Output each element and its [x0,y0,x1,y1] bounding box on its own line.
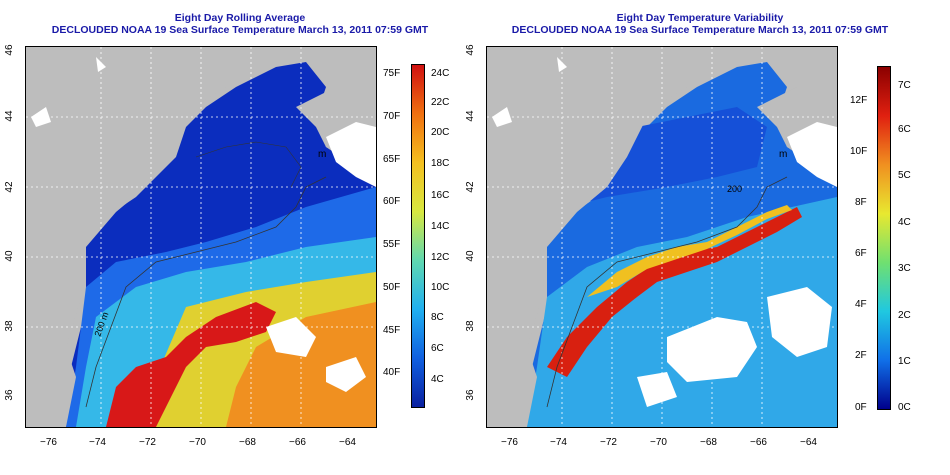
left-depth-contour-2 [195,141,302,188]
right-lon-68: −68 [700,437,717,448]
right-land-west [487,47,702,427]
right-lon-76: −76 [501,437,518,448]
right-cbar-3c: 3C [898,263,911,274]
right-ocean-deep [567,107,767,207]
left-lon-70: −70 [189,437,206,448]
left-cbar-22c: 22C [431,97,450,108]
left-cbar-6c: 6C [431,343,444,354]
right-lat-38: 38 [465,320,476,332]
right-lat-44: 44 [465,110,476,122]
left-lat-38: 38 [4,320,15,332]
right-lon-64: −64 [800,437,817,448]
left-clouds [266,317,366,392]
right-clouds [637,287,832,407]
right-cbar-1c: 1C [898,356,911,367]
left-cbar-14c: 14C [431,221,450,232]
left-lon-66: −66 [289,437,306,448]
right-contour-label: m [779,149,787,160]
left-sst-map: m 200 m [25,46,377,428]
right-cbar-10f: 10F [850,146,868,157]
left-lat-40: 40 [4,250,15,262]
right-depth-contour [546,176,788,408]
right-front-yellow [587,205,792,297]
right-title-line1: Eight Day Temperature Variability [616,12,784,24]
left-lat-36: 36 [4,389,15,401]
right-cbar-8f: 8F [855,197,867,208]
left-cbar-55f: 55F [383,239,401,250]
right-cbar-2f: 2F [855,350,867,361]
left-lat-46: 46 [4,44,15,56]
left-cbar-16c: 16C [431,190,450,201]
left-depth-contour [85,176,327,408]
left-gulfstream [106,302,276,427]
left-cbar-50f: 50F [383,282,401,293]
left-cbar-40f: 40F [383,367,401,378]
left-colorbar [411,64,425,408]
left-cbar-4c: 4C [431,374,444,385]
right-depth-label: 200 [727,184,742,194]
right-lon-72: −72 [600,437,617,448]
right-cbar-7c: 7C [898,80,911,91]
left-cbar-18c: 18C [431,158,450,169]
right-cbar-0f: 0F [855,402,867,413]
left-cbar-60f: 60F [383,196,401,207]
left-title-line2: DECLOUDED NOAA 19 Sea Surface Temperatur… [51,24,429,36]
right-cbar-12f: 12F [850,95,868,106]
right-cbar-0c: 0C [898,402,911,413]
right-lat-46: 46 [465,44,476,56]
right-lat-42: 42 [465,181,476,193]
left-cbar-70f: 70F [383,111,401,122]
left-lon-76: −76 [40,437,57,448]
left-title: Eight Day Rolling Average DECLOUDED NOAA… [20,12,460,36]
right-front-red [547,207,802,377]
left-lon-74: −74 [89,437,106,448]
left-lon-72: −72 [139,437,156,448]
left-map-svg: m 200 m [26,47,376,427]
left-cbar-75f: 75F [383,68,401,79]
right-cbar-2c: 2C [898,310,911,321]
left-lon-68: −68 [239,437,256,448]
left-contour-label: m [318,149,326,160]
right-lat-36: 36 [465,389,476,401]
right-cbar-4f: 4F [855,299,867,310]
right-colorbar [877,66,891,410]
right-lon-66: −66 [750,437,767,448]
left-white-patch [326,122,376,187]
left-lat-42: 42 [4,181,15,193]
left-cbar-20c: 20C [431,127,450,138]
left-title-line1: Eight Day Rolling Average [174,12,306,24]
left-lon-64: −64 [339,437,356,448]
left-cbar-24c: 24C [431,68,450,79]
left-cbar-45f: 45F [383,325,401,336]
right-lon-70: −70 [650,437,667,448]
right-title: Eight Day Temperature Variability DECLOU… [480,12,920,36]
right-variability-map: m 200 [486,46,838,428]
right-cbar-4c: 4C [898,217,911,228]
left-cbar-10c: 10C [431,282,450,293]
left-white-lake [31,57,106,127]
left-cbar-12c: 12C [431,252,450,263]
left-lat-44: 44 [4,110,15,122]
right-white-patch [787,122,837,187]
left-cbar-65f: 65F [383,154,401,165]
right-map-svg: m 200 [487,47,837,427]
right-gridlines [487,47,837,427]
right-ocean-cyan [527,197,837,427]
left-warm-south [226,302,376,427]
right-title-line2: DECLOUDED NOAA 19 Sea Surface Temperatur… [511,24,889,36]
right-cbar-5c: 5C [898,170,911,181]
right-lon-74: −74 [550,437,567,448]
left-land-west [26,47,241,427]
right-cbar-6f: 6F [855,248,867,259]
right-cbar-6c: 6C [898,124,911,135]
right-white-lake [492,57,567,127]
left-gridlines [26,47,376,427]
left-cbar-8c: 8C [431,312,444,323]
right-lat-40: 40 [465,250,476,262]
